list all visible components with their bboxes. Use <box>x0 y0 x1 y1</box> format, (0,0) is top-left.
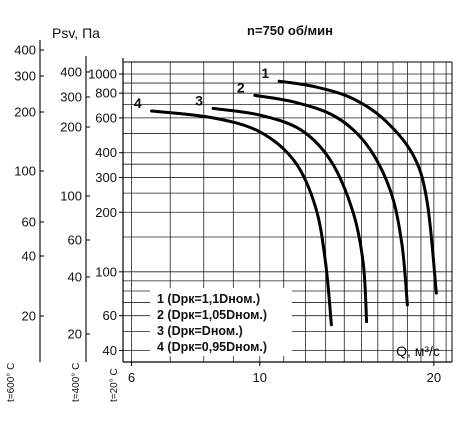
temp-label-600c: t=600° C <box>6 363 17 402</box>
y-ticks-400c: 20 40 60 100 200 300 400 <box>60 65 90 342</box>
curve-1 <box>277 79 438 295</box>
legend-background <box>150 288 292 356</box>
y-tick-label: 100 <box>95 264 117 279</box>
y400-tick-label: 100 <box>60 189 82 204</box>
curve-number-1: 1 <box>261 65 269 81</box>
curve-2 <box>253 93 409 307</box>
curve-number-4: 4 <box>134 95 142 111</box>
legend-entry-1: 1 (Dрк=1,1Dном.) <box>157 292 260 306</box>
y400-tick-label: 300 <box>60 90 82 105</box>
legend-entry-2: 2 (Dрк=1,05Dном.) <box>157 308 267 322</box>
y600-tick-label: 100 <box>14 164 36 179</box>
x-ticks: 6 10 20 <box>128 362 441 385</box>
y-ticks-20c: 40 60 100 200 300 400 600 800 1000 <box>88 67 123 358</box>
axes <box>39 40 453 363</box>
curve-numbers: 12 3 4 <box>134 65 269 111</box>
x-tick-label: 6 <box>128 370 135 385</box>
y400-tick-label: 60 <box>68 233 82 248</box>
y400-tick-label: 20 <box>68 327 82 342</box>
legend: 1 (Dрк=1,1Dном.) 2 (Dрк=1,05Dном.) 3 (Dрк=… <box>150 288 292 356</box>
y-tick-label: 300 <box>95 170 117 185</box>
y-tick-label: 800 <box>95 86 117 101</box>
y600-tick-label: 20 <box>22 309 36 324</box>
y-ticks-600c: 20 40 60 100 200 300 400 <box>14 43 44 324</box>
curve-number-2: 2 <box>237 79 245 95</box>
curves <box>150 79 438 327</box>
y-tick-label: 40 <box>103 343 117 358</box>
y600-tick-label: 60 <box>22 215 36 230</box>
temp-label-400c: t=400° C <box>71 363 82 402</box>
y-tick-label: 400 <box>95 145 117 160</box>
y600-tick-label: 200 <box>14 105 36 120</box>
y400-tick-label: 400 <box>60 65 82 80</box>
y-tick-label: 600 <box>95 110 117 125</box>
x-tick-label: 20 <box>427 370 441 385</box>
curve-4 <box>150 109 333 327</box>
curve-number-3: 3 <box>195 92 203 108</box>
y600-tick-label: 40 <box>22 249 36 264</box>
x-axis-title: Q, м³/с <box>396 343 440 359</box>
curve-3 <box>211 106 369 324</box>
x-tick-label: 10 <box>253 370 267 385</box>
y600-tick-label: 300 <box>14 69 36 84</box>
chart-title: n=750 об/мин <box>247 23 333 38</box>
y-tick-label: 200 <box>95 205 117 220</box>
y600-tick-label: 400 <box>14 43 36 58</box>
legend-entry-4: 4 (Dрк=0,95Dном.) <box>157 340 267 354</box>
y400-tick-label: 40 <box>68 270 82 285</box>
y400-tick-label: 200 <box>60 120 82 135</box>
y-axis-title: Psv, Па <box>52 25 100 41</box>
y-tick-label: 1000 <box>88 67 117 82</box>
y-tick-label: 60 <box>103 308 117 323</box>
legend-entry-3: 3 (Dрк=Dном.) <box>157 324 243 338</box>
temp-label-20c: t=20° C <box>109 368 120 402</box>
